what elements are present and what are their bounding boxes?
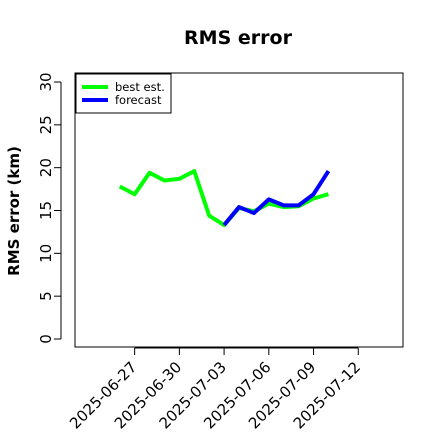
y-tick-label: 25 (37, 115, 55, 134)
series-line-best-est (118, 169, 330, 228)
y-tick-label: 15 (37, 201, 55, 220)
legend: best est.forecast (75, 73, 172, 114)
series-layer (118, 169, 331, 228)
y-tick-label: 30 (37, 72, 55, 91)
series-line-forecast (222, 170, 331, 227)
y-axis: 0 5 10 15 20 25 30 (37, 72, 62, 344)
legend-entry: best est. (115, 80, 165, 94)
y-axis-label: RMS error (km) (5, 146, 23, 276)
legend-entry: forecast (115, 93, 162, 107)
chart-title: RMS error (184, 27, 293, 49)
y-tick-label: 5 (37, 291, 55, 301)
y-tick-label: 0 (37, 334, 55, 344)
y-tick-label: 10 (37, 244, 55, 263)
legend-box (75, 73, 172, 114)
plot-frame (74, 72, 404, 348)
y-tick-label: 20 (37, 158, 55, 177)
x-axis: 2025-06-272025-06-302025-07-032025-07-06… (66, 347, 364, 432)
